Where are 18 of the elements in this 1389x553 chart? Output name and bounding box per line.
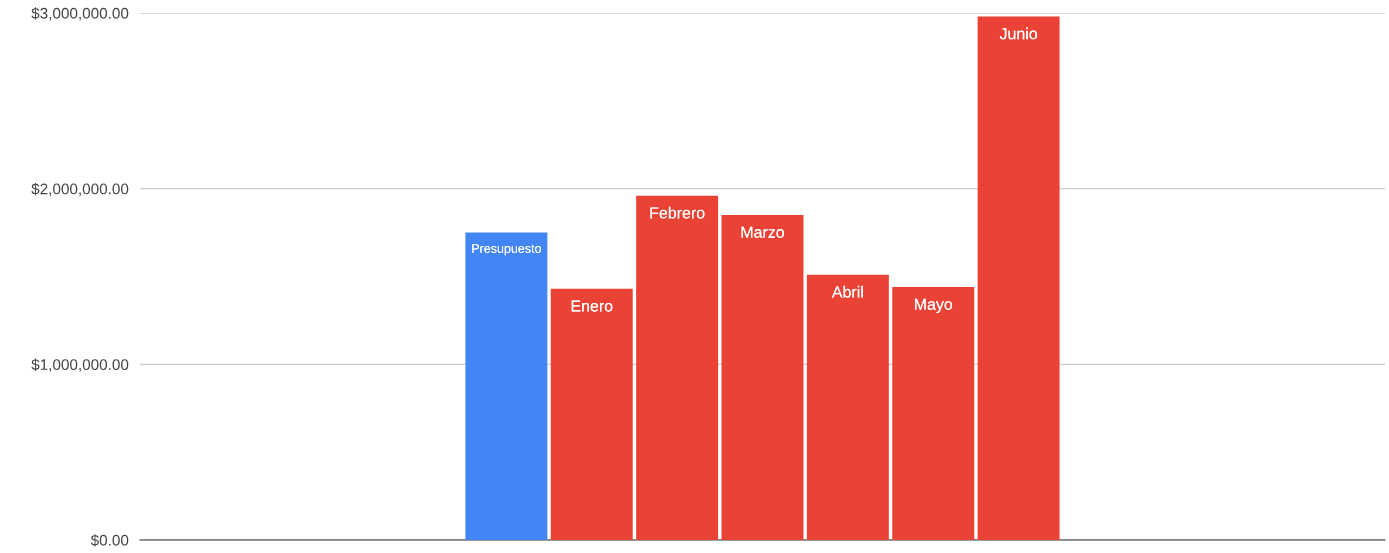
bar	[550, 288, 633, 540]
series-label: Junio	[999, 27, 1038, 40]
series-label: Abril	[831, 285, 863, 298]
y-tick-label: $3,000,000.00	[31, 7, 129, 21]
series-label: Presupuesto	[472, 244, 541, 256]
bar	[636, 195, 719, 540]
bar	[977, 16, 1060, 540]
series-label: Mayo	[915, 298, 953, 314]
series-label: Febrero	[650, 206, 705, 219]
series-label: Marzo	[741, 226, 785, 238]
y-tick-label: $0.00	[90, 534, 129, 547]
y-tick-label: $2,000,000.00	[31, 182, 129, 197]
y-tick-label: $1,000,000.00	[31, 358, 129, 372]
bar	[892, 287, 975, 540]
bar	[721, 215, 804, 540]
series-label: Enero	[571, 300, 613, 312]
bar	[465, 232, 548, 540]
bar	[806, 274, 889, 540]
